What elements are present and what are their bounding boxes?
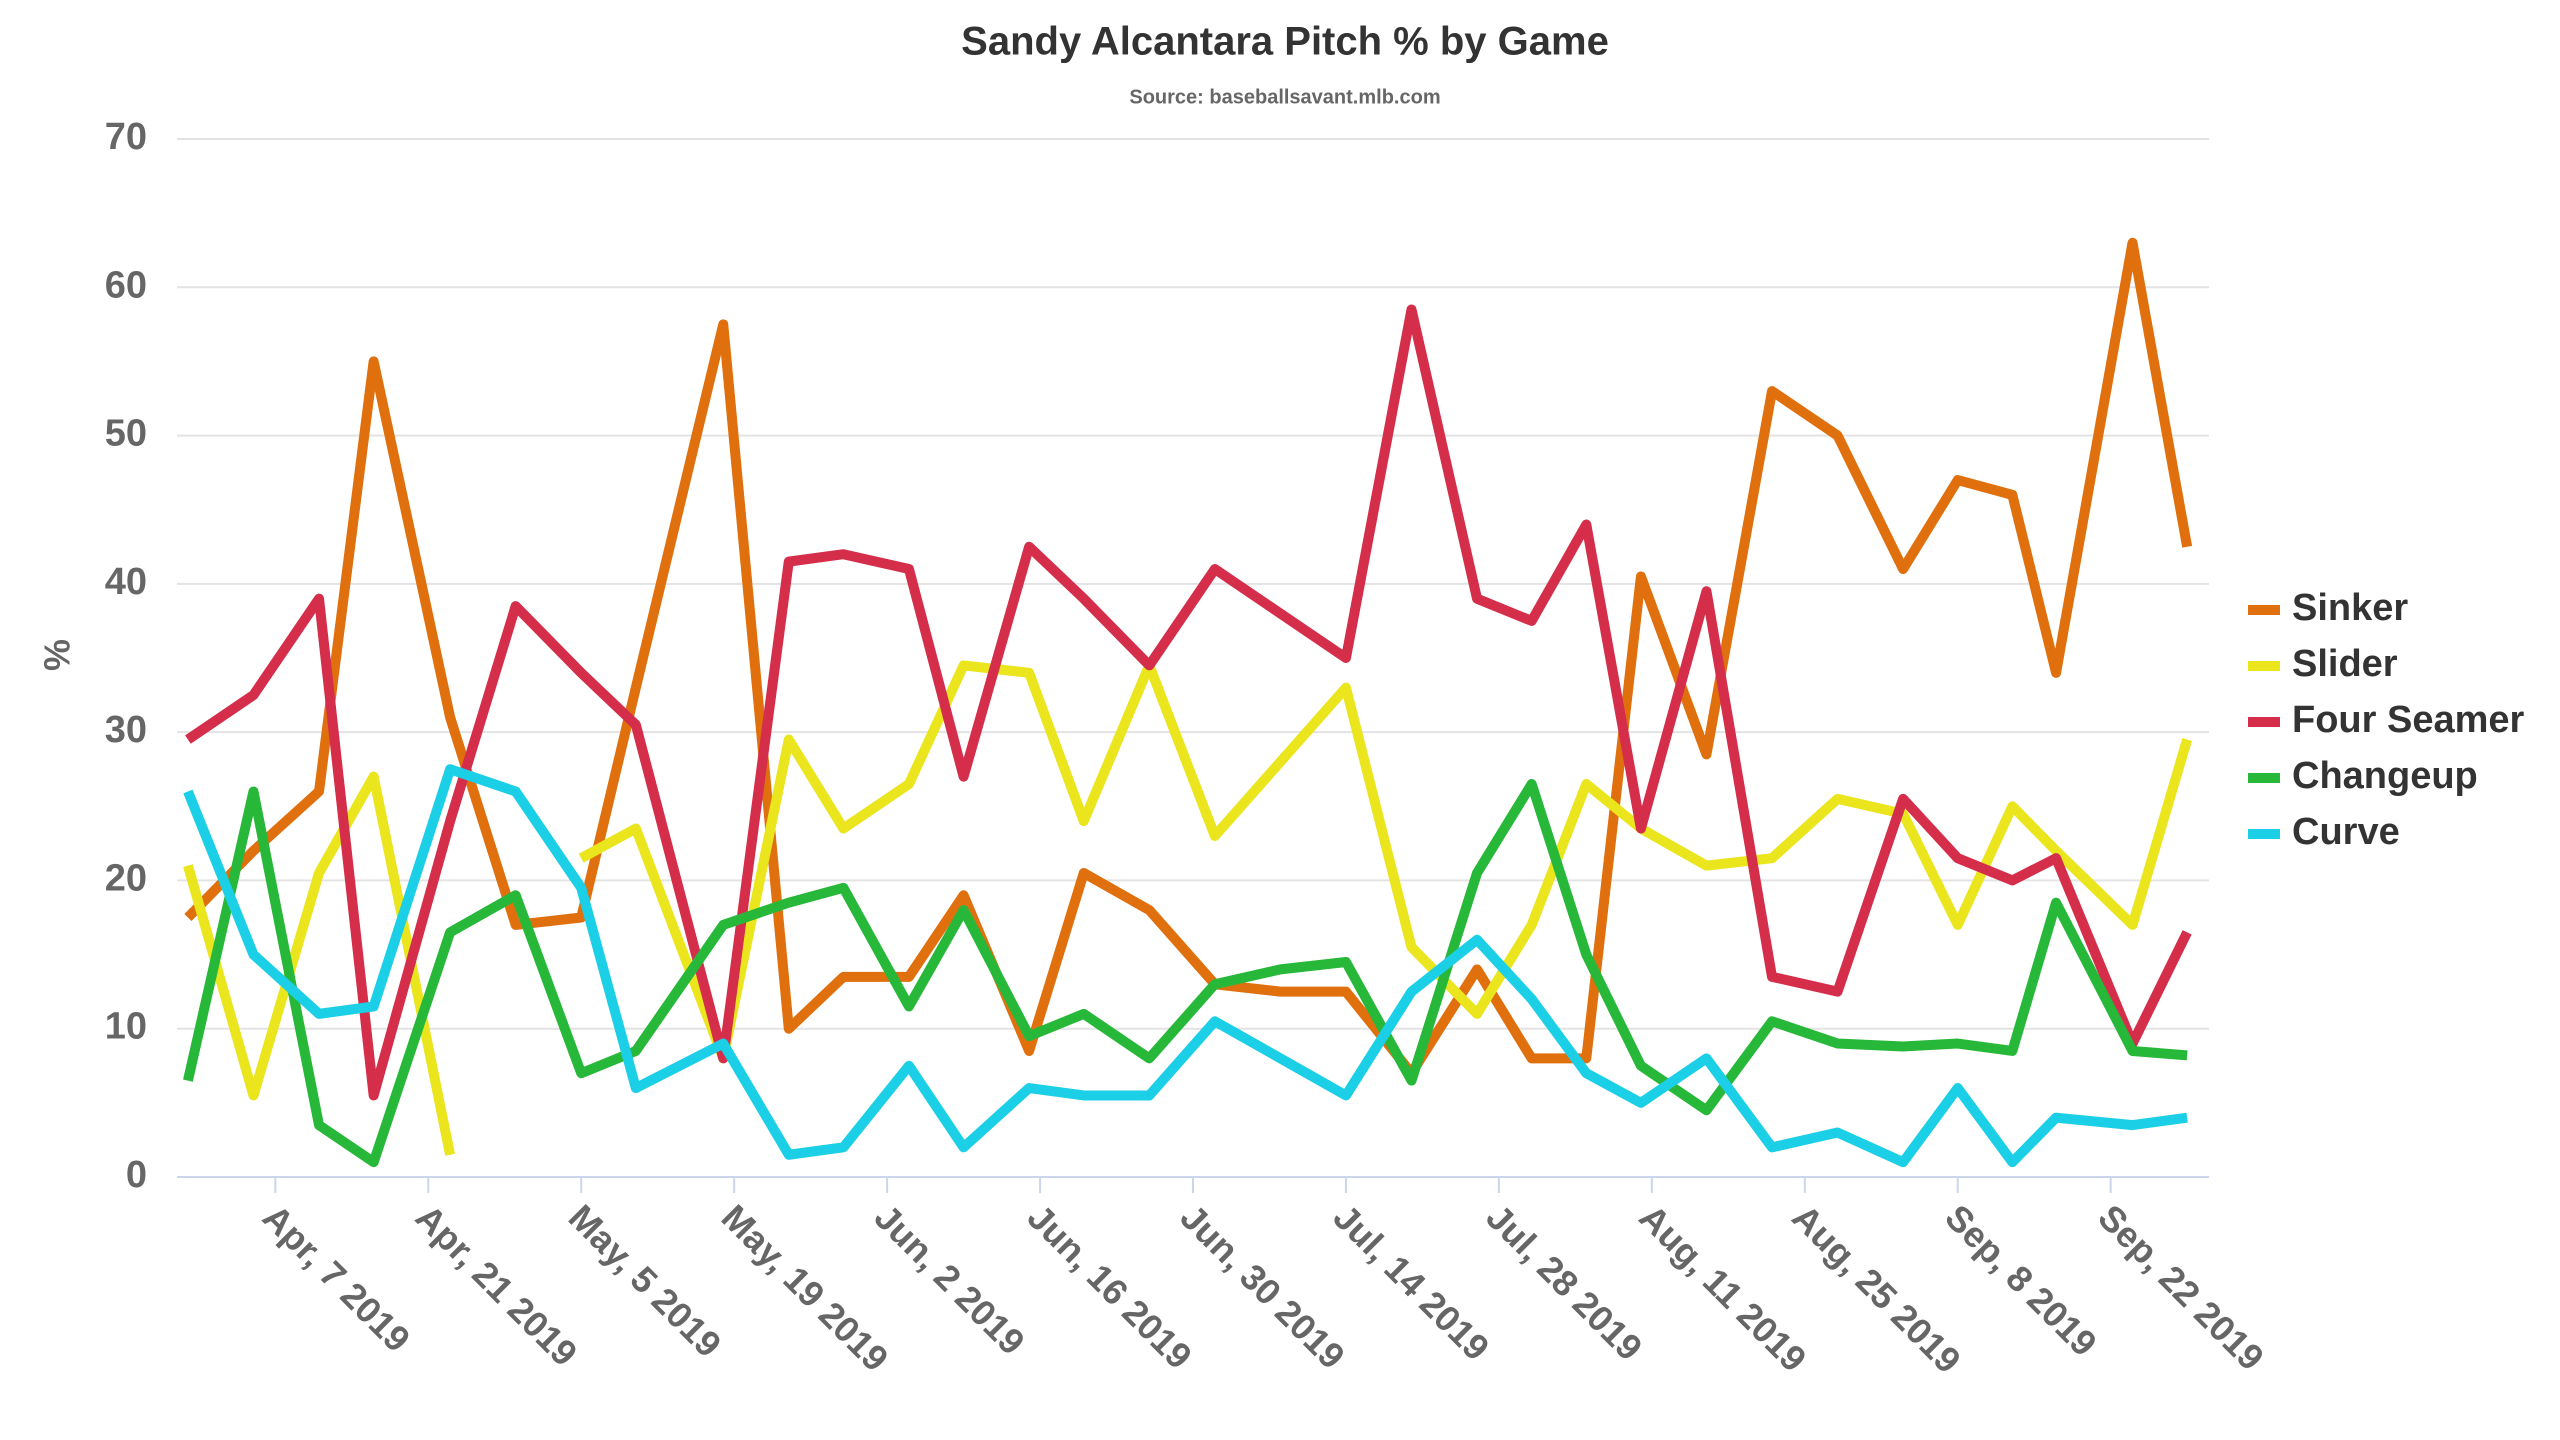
legend-label: Slider — [2292, 643, 2398, 685]
series-line — [183, 779, 2188, 1168]
series-line — [185, 304, 2192, 1101]
series-line — [183, 660, 2192, 1156]
y-tick-label: 70 — [105, 116, 147, 158]
x-tick-label: Apr, 21 2019 — [408, 1196, 586, 1374]
legend-label: Four Seamer — [2292, 699, 2525, 741]
x-tick-label: Jun, 30 2019 — [1173, 1196, 1353, 1376]
chart-subtitle: Source: baseballsavant.mlb.com — [1129, 86, 1440, 108]
x-tick-label: Apr, 7 2019 — [255, 1196, 418, 1359]
y-axis-label: % — [37, 639, 78, 671]
series-line — [183, 764, 2188, 1168]
legend-label: Sinker — [2292, 587, 2408, 629]
series-line — [184, 237, 2193, 1079]
x-tick-label: Jun, 2 2019 — [867, 1196, 1033, 1362]
x-tick-label: Sep, 22 2019 — [2090, 1196, 2272, 1378]
x-tick-label: Jul, 14 2019 — [1326, 1196, 1498, 1368]
y-tick-label: 20 — [105, 857, 147, 899]
x-tick-label: May, 5 2019 — [561, 1196, 730, 1365]
y-tick-label: 50 — [105, 413, 147, 455]
x-tick-label: Jul, 28 2019 — [1479, 1196, 1651, 1368]
legend-label: Changeup — [2292, 755, 2478, 797]
y-tick-label: 60 — [105, 264, 147, 306]
x-tick-label: Sep, 8 2019 — [1937, 1196, 2105, 1364]
y-tick-label: 30 — [105, 709, 147, 751]
y-tick-label: 0 — [126, 1154, 147, 1196]
x-tick-label: Jun, 16 2019 — [1020, 1196, 1200, 1376]
chart-title: Sandy Alcantara Pitch % by Game — [961, 20, 1609, 64]
legend-label: Curve — [2292, 811, 2400, 853]
y-tick-label: 40 — [105, 561, 147, 603]
y-tick-label: 10 — [105, 1006, 147, 1048]
